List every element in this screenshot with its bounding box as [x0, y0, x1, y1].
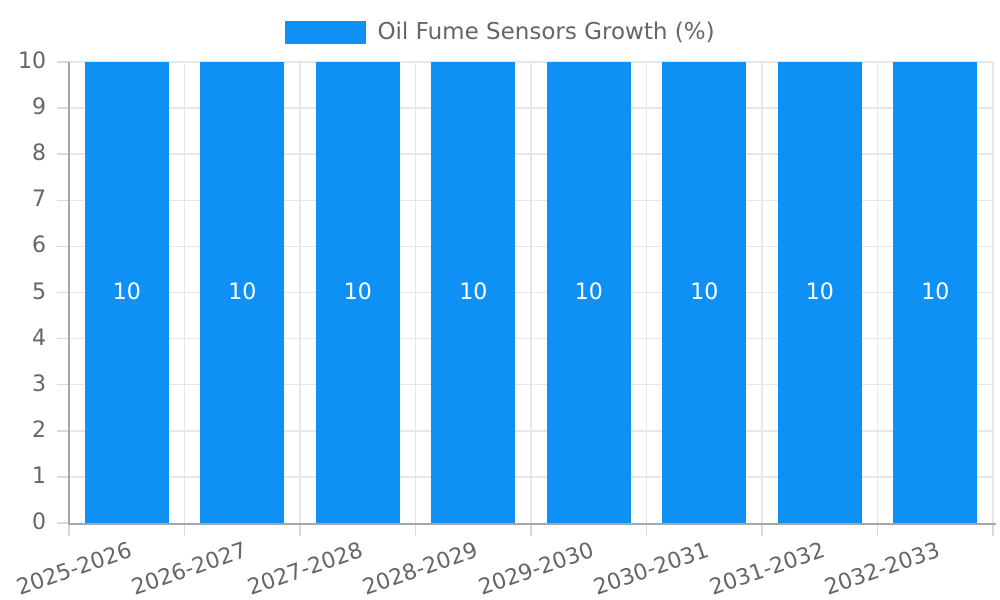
x-axis-label: 2026-2027: [128, 538, 251, 600]
y-axis-label: 6: [32, 233, 46, 259]
v-gridline: [299, 62, 301, 523]
y-axis-tick: [57, 153, 69, 155]
bar-value-label: 10: [805, 279, 834, 305]
y-axis-label: 9: [32, 95, 46, 121]
bar: [84, 62, 169, 523]
y-axis-label: 2: [32, 417, 46, 443]
x-axis-label: 2032-2033: [821, 538, 944, 600]
y-axis-label: 4: [32, 325, 46, 351]
x-axis-tick: [876, 523, 879, 536]
v-gridline: [414, 62, 417, 523]
x-axis-tick: [992, 523, 994, 536]
bar-value-label: 10: [112, 279, 141, 305]
y-axis-label: 1: [32, 463, 46, 489]
bar-value-label: 10: [343, 279, 372, 305]
y-axis-label: 3: [32, 371, 46, 397]
y-axis-label: 8: [32, 141, 46, 167]
legend-label: Oil Fume Sensors Growth (%): [377, 19, 715, 45]
x-axis-line: [67, 523, 996, 525]
x-axis-tick: [530, 523, 532, 536]
y-axis-tick: [57, 107, 69, 109]
bar: [431, 62, 516, 523]
y-axis-line: [67, 62, 70, 525]
y-axis-tick: [57, 337, 69, 340]
y-axis-tick: [57, 383, 69, 386]
bar: [546, 62, 631, 523]
x-axis-label: 2029-2030: [475, 538, 597, 600]
v-gridline: [645, 62, 648, 523]
bar: [662, 62, 747, 523]
x-axis-label: 2030-2031: [590, 538, 713, 600]
y-axis-tick: [57, 430, 69, 432]
bar: [777, 62, 862, 523]
x-axis-tick: [645, 523, 648, 536]
bar-value-label: 10: [690, 279, 719, 305]
x-axis-tick: [68, 523, 70, 536]
y-axis-tick: [57, 199, 69, 202]
bar-value-label: 10: [228, 279, 257, 305]
x-axis-tick: [761, 523, 763, 536]
bar-value-label: 10: [459, 279, 488, 305]
v-gridline: [876, 62, 879, 523]
legend: Oil Fume Sensors Growth (%): [0, 20, 1000, 45]
x-axis-label: 2031-2032: [706, 538, 828, 600]
v-gridline: [183, 62, 186, 523]
x-axis-tick: [414, 523, 417, 536]
y-axis-label: 5: [32, 279, 46, 305]
v-gridline: [530, 62, 532, 523]
y-axis-label: 0: [32, 510, 46, 535]
x-axis-tick: [183, 523, 186, 536]
y-axis-tick: [57, 476, 69, 478]
y-axis-tick: [57, 291, 69, 294]
x-axis-label: 2027-2028: [244, 538, 366, 600]
y-axis-tick: [57, 522, 69, 524]
bar: [315, 62, 400, 523]
bar: [893, 62, 978, 523]
legend-swatch-icon: [285, 21, 367, 44]
y-axis-label: 10: [18, 49, 46, 74]
bar-value-label: 10: [921, 279, 950, 305]
v-gridline: [992, 62, 994, 523]
y-axis-tick: [57, 61, 69, 63]
y-axis-tick: [57, 245, 69, 248]
x-axis-label: 2025-2026: [13, 538, 135, 600]
x-axis-label: 2028-2029: [359, 538, 482, 600]
x-axis-tick: [299, 523, 301, 536]
bar-value-label: 10: [574, 279, 603, 305]
v-gridline: [761, 62, 763, 523]
bar: [200, 62, 285, 523]
y-axis-label: 7: [32, 187, 46, 213]
